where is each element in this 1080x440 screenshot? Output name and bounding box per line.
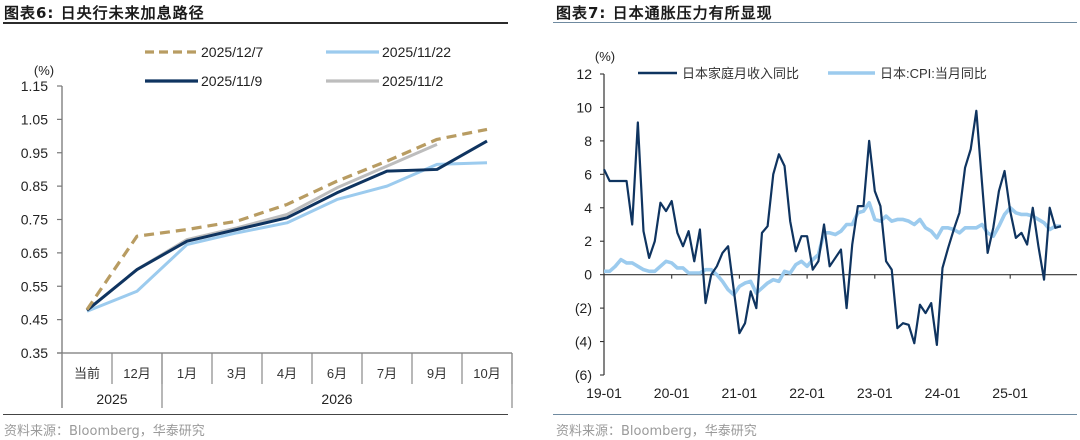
left-y-tick-label: 0.65 (21, 245, 48, 261)
right-x-tick-label: 19-01 (586, 385, 622, 401)
right-y-unit-label: (%) (595, 49, 615, 64)
left-x-category-label: 1月 (177, 366, 197, 381)
right-series-line-0 (603, 109, 1062, 346)
left-x-category-label: 10月 (473, 366, 500, 381)
left-y-tick-label: 0.45 (21, 312, 48, 328)
left-x-category-label: 9月 (427, 366, 447, 381)
left-x-group-label: 2025 (96, 391, 127, 407)
left-y-tick-label: 1.05 (21, 111, 48, 127)
right-source-rule (553, 414, 1077, 415)
left-chart: (%)1.15 1.05 0.95 0.85 0.75 0.65 0.55 0.45 0.35 当… (21, 44, 513, 408)
left-legend-label: 2025/12/7 (201, 44, 263, 60)
right-x-tick-label: 23-01 (857, 385, 893, 401)
left-series-line-1 (86, 161, 488, 313)
left-x-category-label: 12月 (123, 366, 150, 381)
left-x-group-label: 2026 (321, 391, 352, 407)
right-x-tick-label: 21-01 (721, 385, 757, 401)
left-legend-label: 2025/11/22 (382, 44, 451, 60)
right-y-tick-label: 0 (584, 267, 592, 283)
left-x-category-label: 4月 (277, 366, 297, 381)
left-y-tick-label: 0.55 (21, 278, 48, 294)
left-x-category-label: 3月 (227, 366, 247, 381)
left-y-tick-label: 1.15 (21, 78, 48, 94)
left-y-unit-label: (%) (34, 63, 54, 78)
right-x-tick-label: 22-01 (789, 385, 825, 401)
left-source-rule (3, 414, 508, 415)
left-x-category-label: 7月 (377, 366, 397, 381)
right-y-tick-label: (6) (575, 367, 592, 383)
left-y-tick-label: 0.75 (21, 212, 48, 228)
right-title-rule (553, 22, 1077, 23)
left-source-note: 资料来源：Bloomberg，华泰研究 (4, 424, 205, 439)
right-legend-label: 日本家庭月收入同比 (682, 66, 799, 81)
right-legend-label: 日本:CPI:当月同比 (880, 66, 987, 81)
left-title-rule (3, 22, 508, 24)
right-y-tick-label: 12 (576, 66, 592, 82)
right-x-tick-label: 24-01 (925, 385, 961, 401)
left-legend-label: 2025/11/2 (382, 73, 443, 89)
left-x-category-label: 6月 (327, 366, 347, 381)
right-x-tick-label: 25-01 (992, 385, 1028, 401)
right-y-tick-label: (4) (575, 334, 592, 350)
left-y-tick-label: 0.85 (21, 178, 48, 194)
right-y-tick-label: 6 (584, 166, 592, 182)
right-x-tick-label: 20-01 (654, 385, 690, 401)
left-y-tick-label: 0.95 (21, 145, 48, 161)
right-y-tick-label: 2 (584, 233, 592, 249)
left-chart-title: 图表6: 日央行未来加息路径 (4, 4, 205, 22)
right-chart: (%)12 10 8 6 4 2 0 (2) (4) (6) 19-01 20-01 21-01 22-0… (575, 49, 1077, 401)
right-y-tick-label: 8 (584, 133, 592, 149)
right-series-line-1 (604, 200, 1061, 297)
left-legend-label: 2025/11/9 (201, 73, 262, 89)
right-source-note: 资料来源：Bloomberg，华泰研究 (556, 424, 757, 439)
right-y-tick-label: (2) (575, 300, 592, 316)
left-x-category-label: 当前 (74, 366, 100, 381)
right-chart-title: 图表7: 日本通胀压力有所显现 (556, 4, 773, 22)
right-y-tick-label: 4 (584, 200, 592, 216)
left-series-line-0 (85, 127, 488, 311)
right-y-tick-label: 10 (576, 99, 592, 115)
left-series-line-2 (86, 139, 488, 312)
left-y-tick-label: 0.35 (21, 345, 48, 361)
